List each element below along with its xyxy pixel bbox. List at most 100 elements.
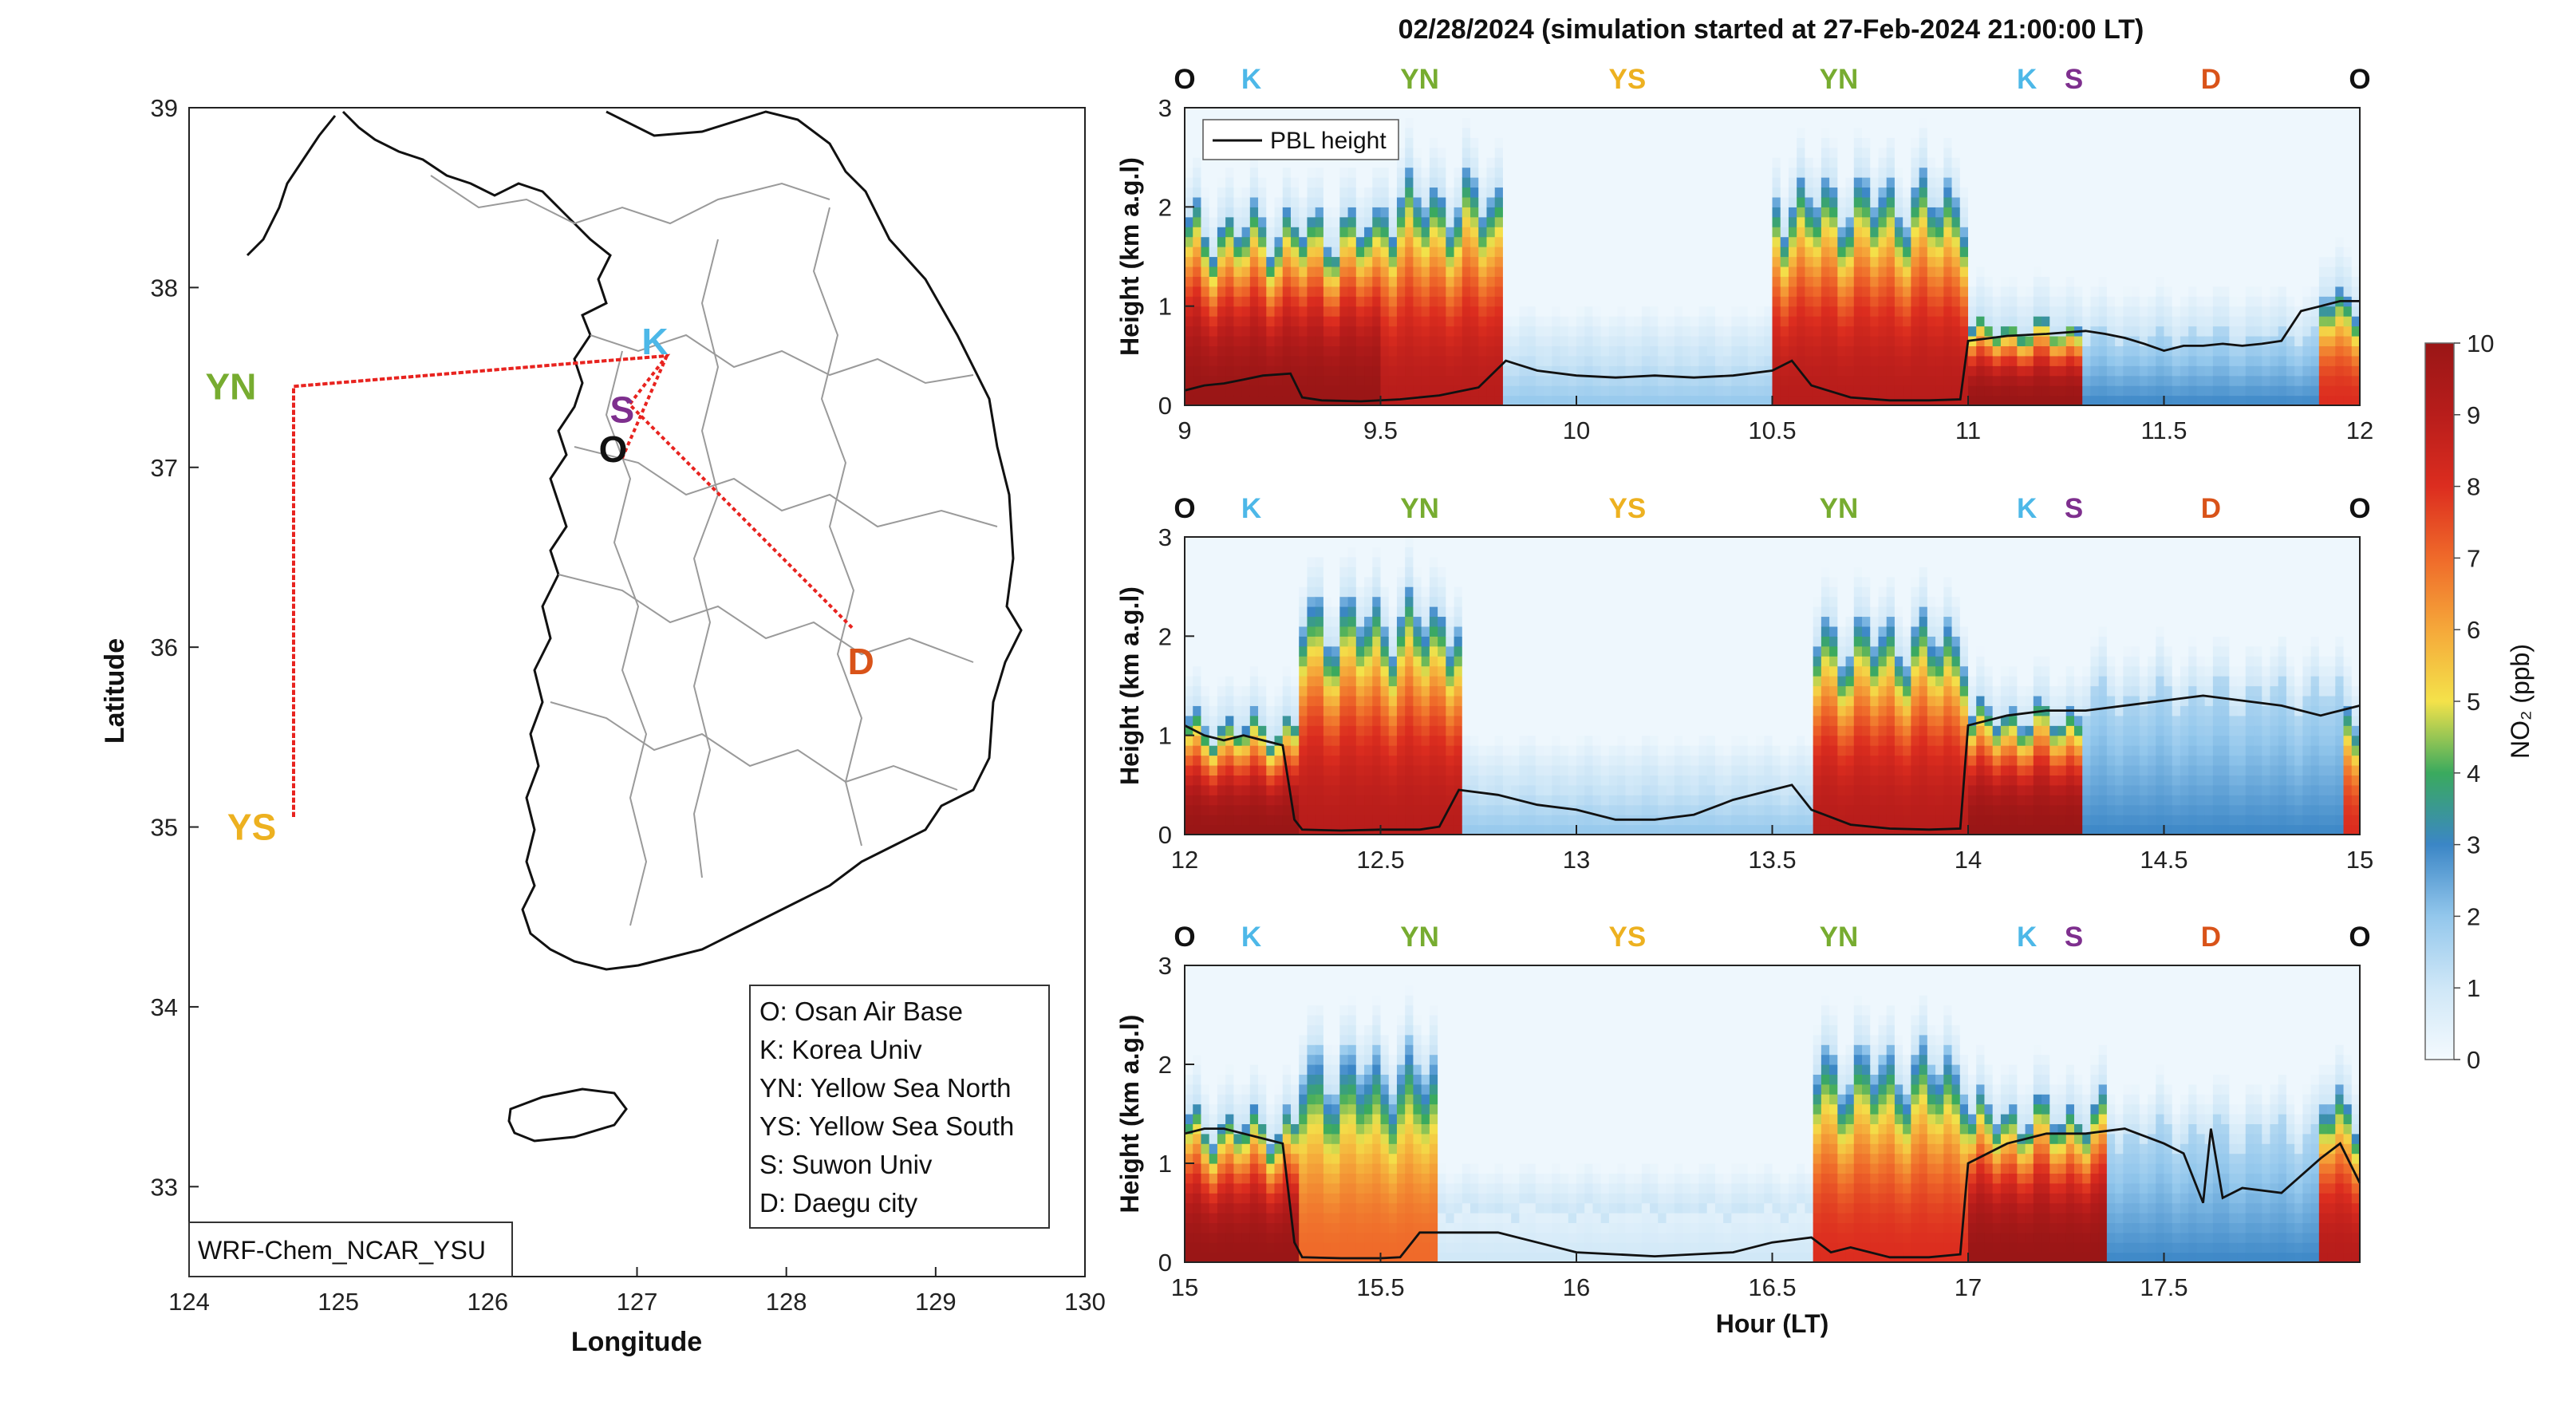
no2-cell — [1241, 316, 1251, 327]
no2-cell — [2049, 365, 2059, 377]
no2-cell — [1233, 326, 1243, 337]
no2-cell — [1633, 157, 1643, 168]
no2-cell — [1935, 177, 1944, 188]
no2-cell — [1331, 385, 1340, 397]
no2-cell — [1372, 335, 1382, 346]
no2-cell — [2098, 306, 2108, 317]
no2-cell — [1413, 157, 1422, 168]
no2-cell — [1405, 247, 1414, 258]
no2-cell — [2254, 286, 2262, 297]
no2-cell — [2148, 286, 2156, 297]
no2-cell — [2212, 286, 2222, 297]
no2-cell — [1438, 157, 1446, 168]
no2-cell — [2221, 247, 2230, 258]
no2-cell — [1837, 127, 1847, 138]
no2-cell — [1347, 167, 1357, 178]
no2-cell — [1193, 375, 1202, 386]
no2-cell — [1201, 775, 1210, 786]
no2-cell — [1307, 227, 1316, 238]
no2-cell — [2131, 256, 2140, 267]
no2-cell — [2327, 108, 2336, 119]
no2-cell — [1959, 335, 1969, 346]
no2-cell — [1258, 296, 1267, 307]
no2-cell — [1641, 395, 1651, 406]
no2-cell — [2335, 117, 2345, 128]
no2-cell — [2343, 207, 2353, 218]
no2-cell — [1584, 167, 1594, 178]
no2-cell — [2286, 256, 2295, 267]
no2-cell — [1714, 256, 1724, 267]
no2-cell — [1568, 207, 1577, 218]
no2-cell — [2310, 196, 2320, 207]
no2-cell — [1698, 316, 1708, 327]
no2-cell — [2082, 187, 2092, 198]
no2-cell — [1225, 695, 1234, 706]
no2-cell — [2115, 227, 2124, 238]
no2-cell — [2164, 236, 2173, 247]
no2-cell — [2180, 395, 2189, 406]
no2-cell — [1756, 266, 1765, 277]
no2-cell — [1396, 276, 1406, 287]
no2-cell — [1290, 345, 1300, 357]
no2-cell — [1772, 167, 1781, 178]
no2-cell — [1185, 365, 1193, 377]
no2-cell — [1747, 236, 1757, 247]
no2-cell — [1258, 725, 1267, 736]
no2-cell — [1584, 306, 1594, 317]
no2-cell — [2196, 256, 2206, 267]
no2-cell — [1731, 157, 1741, 168]
no2-cell — [2302, 326, 2312, 337]
no2-cell — [1706, 375, 1716, 386]
no2-cell — [1976, 227, 1986, 238]
no2-cell — [2318, 365, 2328, 377]
no2-cell — [2033, 306, 2042, 317]
no2-cell — [1201, 705, 1210, 716]
no2-cell — [1780, 227, 1789, 238]
no2-cell — [1323, 266, 1332, 277]
no2-cell — [2204, 127, 2214, 138]
no2-cell — [2131, 355, 2140, 366]
no2-cell — [1935, 365, 1944, 377]
no2-cell — [2041, 236, 2050, 247]
no2-cell — [1968, 108, 1977, 119]
no2-cell — [1217, 586, 1226, 598]
no2-cell — [1396, 216, 1406, 227]
no2-cell — [1666, 177, 1675, 188]
no2-cell — [1413, 266, 1422, 277]
no2-cell — [1731, 296, 1741, 307]
no2-cell — [1706, 385, 1716, 397]
no2-cell — [1388, 355, 1398, 366]
no2-cell — [1535, 316, 1544, 327]
no2-cell — [1633, 147, 1643, 158]
no2-cell — [1470, 147, 1479, 158]
no2-cell — [1421, 286, 1430, 297]
no2-cell — [1266, 715, 1276, 726]
no2-cell — [1600, 177, 1610, 188]
no2-cell — [1233, 537, 1243, 548]
no2-cell — [1943, 296, 1953, 307]
no2-cell — [2262, 177, 2271, 188]
no2-cell — [1258, 685, 1267, 697]
no2-cell — [1560, 256, 1569, 267]
no2-cell — [1959, 296, 1969, 307]
no2-cell — [1584, 355, 1594, 366]
no2-cell — [1894, 227, 1903, 238]
no2-cell — [1731, 276, 1741, 287]
no2-cell — [1331, 236, 1340, 247]
no2-cell — [1674, 266, 1683, 277]
no2-cell — [2294, 375, 2303, 386]
no2-cell — [2139, 345, 2148, 357]
no2-cell — [1396, 395, 1406, 406]
no2-cell — [2065, 296, 2075, 307]
no2-cell — [1943, 137, 1953, 148]
no2-cell — [1290, 695, 1300, 706]
no2-cell — [2164, 345, 2173, 357]
no2-cell — [1951, 385, 1961, 397]
no2-cell — [1331, 784, 1340, 795]
top-site-label-K: K — [2017, 64, 2037, 95]
no2-cell — [1258, 815, 1267, 826]
no2-cell — [1894, 316, 1903, 327]
no2-cell — [1714, 117, 1724, 128]
no2-cell — [1535, 306, 1544, 317]
no2-cell — [1217, 385, 1226, 397]
